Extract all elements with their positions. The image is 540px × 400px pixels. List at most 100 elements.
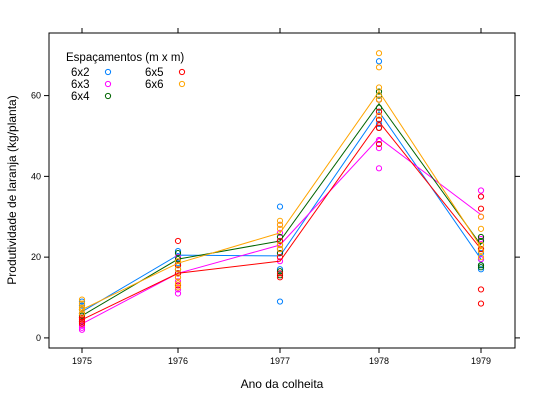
data-point-6x2 xyxy=(78,298,86,305)
legend-label: 6x4 xyxy=(71,91,90,103)
data-point-6x3 xyxy=(174,290,182,297)
data-point-6x6 xyxy=(276,245,284,253)
data-point-6x2 xyxy=(375,58,383,65)
data-point-6x6 xyxy=(276,221,284,228)
legend-label: 6x6 xyxy=(145,79,164,91)
data-point-6x4 xyxy=(174,256,182,263)
data-point-6x2 xyxy=(477,249,485,257)
axes: 1975 1976 1977 1978 1979 0 20 40 60 xyxy=(31,28,520,366)
data-point-6x6 xyxy=(276,217,284,224)
data-point-6x5 xyxy=(477,300,485,307)
legend-marker xyxy=(104,92,112,100)
data-point-6x6 xyxy=(174,284,182,291)
data-point-6x5 xyxy=(78,316,86,323)
legend-title: Espaçamentos (m x m) xyxy=(66,52,184,64)
x-tick-label: 1976 xyxy=(168,356,188,366)
data-point-6x4 xyxy=(375,88,383,95)
data-point-6x5 xyxy=(174,237,182,245)
series-line-6x2 xyxy=(81,110,482,313)
data-point-6x5 xyxy=(174,282,182,289)
data-point-6x6 xyxy=(78,296,86,303)
data-point-6x6 xyxy=(375,64,383,71)
data-point-6x6 xyxy=(477,213,485,220)
data-point-6x5 xyxy=(174,270,182,277)
x-tick-label: 1977 xyxy=(270,356,290,366)
data-point-6x6 xyxy=(477,254,485,261)
data-point-6x3 xyxy=(276,229,284,237)
data-point-6x5 xyxy=(375,140,383,148)
data-point-6x5 xyxy=(477,193,485,200)
legend-marker xyxy=(104,80,112,88)
data-point-6x5 xyxy=(375,124,383,132)
data-point-6x3 xyxy=(477,256,485,263)
data-point-6x4 xyxy=(276,268,284,275)
data-point-6x6 xyxy=(78,300,86,307)
data-point-6x5 xyxy=(375,116,383,123)
data-point-6x3 xyxy=(375,165,383,172)
data-point-6x5 xyxy=(477,205,485,212)
data-point-6x4 xyxy=(375,104,383,111)
x-tick-label: 1979 xyxy=(471,356,491,366)
data-point-6x3 xyxy=(477,235,485,243)
data-point-6x4 xyxy=(276,249,284,257)
data-point-6x2 xyxy=(276,266,284,273)
data-point-6x6 xyxy=(78,304,86,311)
y-tick-label: 60 xyxy=(31,91,41,101)
data-point-6x3 xyxy=(174,286,182,293)
data-point-6x6 xyxy=(276,225,284,232)
data-point-6x3 xyxy=(174,278,182,285)
data-point-6x5 xyxy=(276,274,284,281)
data-point-6x5 xyxy=(276,237,284,245)
legend-label: 6x2 xyxy=(71,67,90,79)
data-point-6x6 xyxy=(276,241,284,249)
series-line-6x4 xyxy=(81,102,482,317)
data-point-6x6 xyxy=(375,112,383,119)
data-point-6x3 xyxy=(78,324,86,331)
data-point-6x3 xyxy=(375,136,383,144)
data-point-6x5 xyxy=(276,254,284,261)
x-axis-title: Ano da colheita xyxy=(241,377,324,391)
y-axis-title: Produtividade de laranja (kg/planta) xyxy=(5,95,19,284)
x-tick-label: 1975 xyxy=(72,356,92,366)
data-point-6x6 xyxy=(174,258,182,265)
data-point-6x5 xyxy=(78,314,86,321)
data-point-6x4 xyxy=(276,272,284,279)
legend-label: 6x3 xyxy=(71,79,90,91)
legend-marker xyxy=(104,68,112,76)
legend-label: 6x5 xyxy=(145,67,164,79)
data-point-6x6 xyxy=(375,84,383,91)
data-point-6x2 xyxy=(174,247,182,255)
y-tick-label: 40 xyxy=(31,171,41,181)
data-point-6x5 xyxy=(78,320,86,327)
series-line-6x6 xyxy=(81,90,482,311)
legend-marker xyxy=(178,68,186,76)
data-point-6x5 xyxy=(174,262,182,269)
data-point-6x5 xyxy=(477,286,485,293)
data-point-6x4 xyxy=(477,264,485,271)
data-point-6x4 xyxy=(477,237,485,245)
x-tick-label: 1978 xyxy=(369,356,389,366)
data-point-6x4 xyxy=(78,312,86,319)
series-line-6x5 xyxy=(81,121,482,321)
data-point-6x5 xyxy=(78,318,86,325)
data-point-6x3 xyxy=(174,254,182,261)
plot-frame xyxy=(48,32,516,349)
data-point-6x4 xyxy=(477,233,485,241)
data-point-6x6 xyxy=(375,50,383,57)
data-point-6x6 xyxy=(78,310,86,317)
data-point-6x6 xyxy=(477,225,485,232)
data-point-6x5 xyxy=(375,108,383,115)
data-point-6x3 xyxy=(78,326,86,333)
data-point-6x4 xyxy=(477,262,485,269)
data-point-6x2 xyxy=(78,302,86,309)
data-point-6x2 xyxy=(276,203,284,210)
data-point-6x6 xyxy=(477,247,485,255)
data-point-6x6 xyxy=(174,274,182,281)
data-point-6x5 xyxy=(276,270,284,277)
data-point-6x3 xyxy=(477,187,485,194)
y-tick-label: 0 xyxy=(36,333,41,343)
data-point-6x4 xyxy=(276,233,284,241)
data-point-6x6 xyxy=(174,280,182,287)
